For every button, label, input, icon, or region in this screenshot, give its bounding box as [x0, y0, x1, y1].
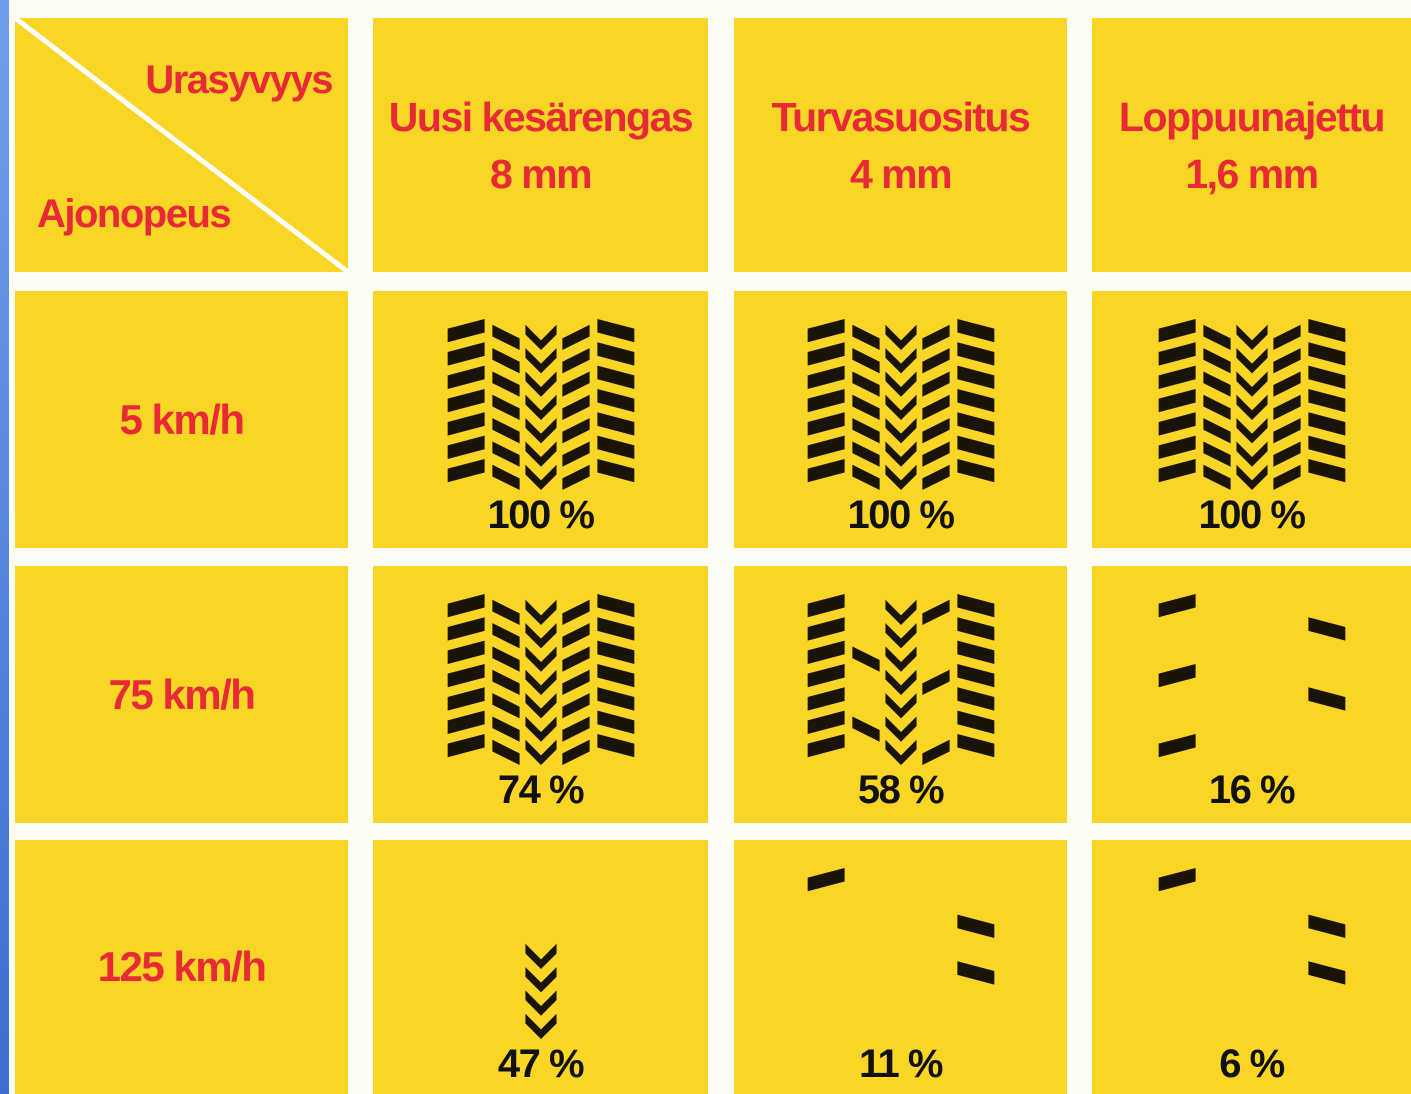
corner-cell: Urasyvyys Ajonopeus: [15, 18, 348, 272]
column-depth: 1,6 mm: [1092, 151, 1411, 198]
column-header: Loppuunajettu 1,6 mm: [1092, 18, 1411, 272]
tread-imprint: [1152, 317, 1352, 492]
tread-imprint: [441, 866, 641, 1041]
grip-cell: 47 %: [373, 840, 708, 1094]
row-axis-label: Ajonopeus: [37, 192, 230, 237]
tread-imprint: [1152, 592, 1352, 767]
column-depth: 4 mm: [734, 151, 1067, 198]
grip-percent: 100 %: [1092, 493, 1411, 538]
column-depth: 8 mm: [373, 151, 708, 198]
window-edge: [0, 0, 9, 1094]
row-header: 75 km/h: [15, 566, 348, 823]
grip-cell: 100 %: [373, 291, 708, 548]
tread-imprint: [801, 866, 1001, 1041]
column-name: Turvasuositus: [734, 94, 1067, 141]
page: Urasyvyys Ajonopeus Uusi kesärengas 8 mm Tur…: [0, 0, 1411, 1094]
grip-cell: 100 %: [734, 291, 1067, 548]
grip-percent: 6 %: [1092, 1042, 1411, 1087]
tread-imprint: [801, 317, 1001, 492]
column-header: Turvasuositus 4 mm: [734, 18, 1067, 272]
grip-cell: 11 %: [734, 840, 1067, 1094]
column-name: Loppuunajettu: [1092, 94, 1411, 141]
speed-label: 125 km/h: [15, 943, 348, 991]
grip-cell: 6 %: [1092, 840, 1411, 1094]
grip-percent: 47 %: [373, 1042, 708, 1087]
speed-label: 5 km/h: [15, 396, 348, 444]
grip-cell: 58 %: [734, 566, 1067, 823]
column-axis-label: Urasyvyys: [145, 58, 332, 103]
tread-imprint: [801, 592, 1001, 767]
column-header: Uusi kesärengas 8 mm: [373, 18, 708, 272]
tread-imprint: [441, 592, 641, 767]
grip-percent: 74 %: [373, 768, 708, 813]
grip-cell: 74 %: [373, 566, 708, 823]
grip-percent: 58 %: [734, 768, 1067, 813]
row-header: 125 km/h: [15, 840, 348, 1094]
row-header: 5 km/h: [15, 291, 348, 548]
grip-cell: 16 %: [1092, 566, 1411, 823]
tread-imprint: [1152, 866, 1352, 1041]
tread-imprint: [441, 317, 641, 492]
grip-percent: 100 %: [373, 493, 708, 538]
column-name: Uusi kesärengas: [373, 94, 708, 141]
speed-label: 75 km/h: [15, 671, 348, 719]
grip-percent: 16 %: [1092, 768, 1411, 813]
grip-percent: 100 %: [734, 493, 1067, 538]
grip-cell: 100 %: [1092, 291, 1411, 548]
grip-percent: 11 %: [734, 1042, 1067, 1087]
